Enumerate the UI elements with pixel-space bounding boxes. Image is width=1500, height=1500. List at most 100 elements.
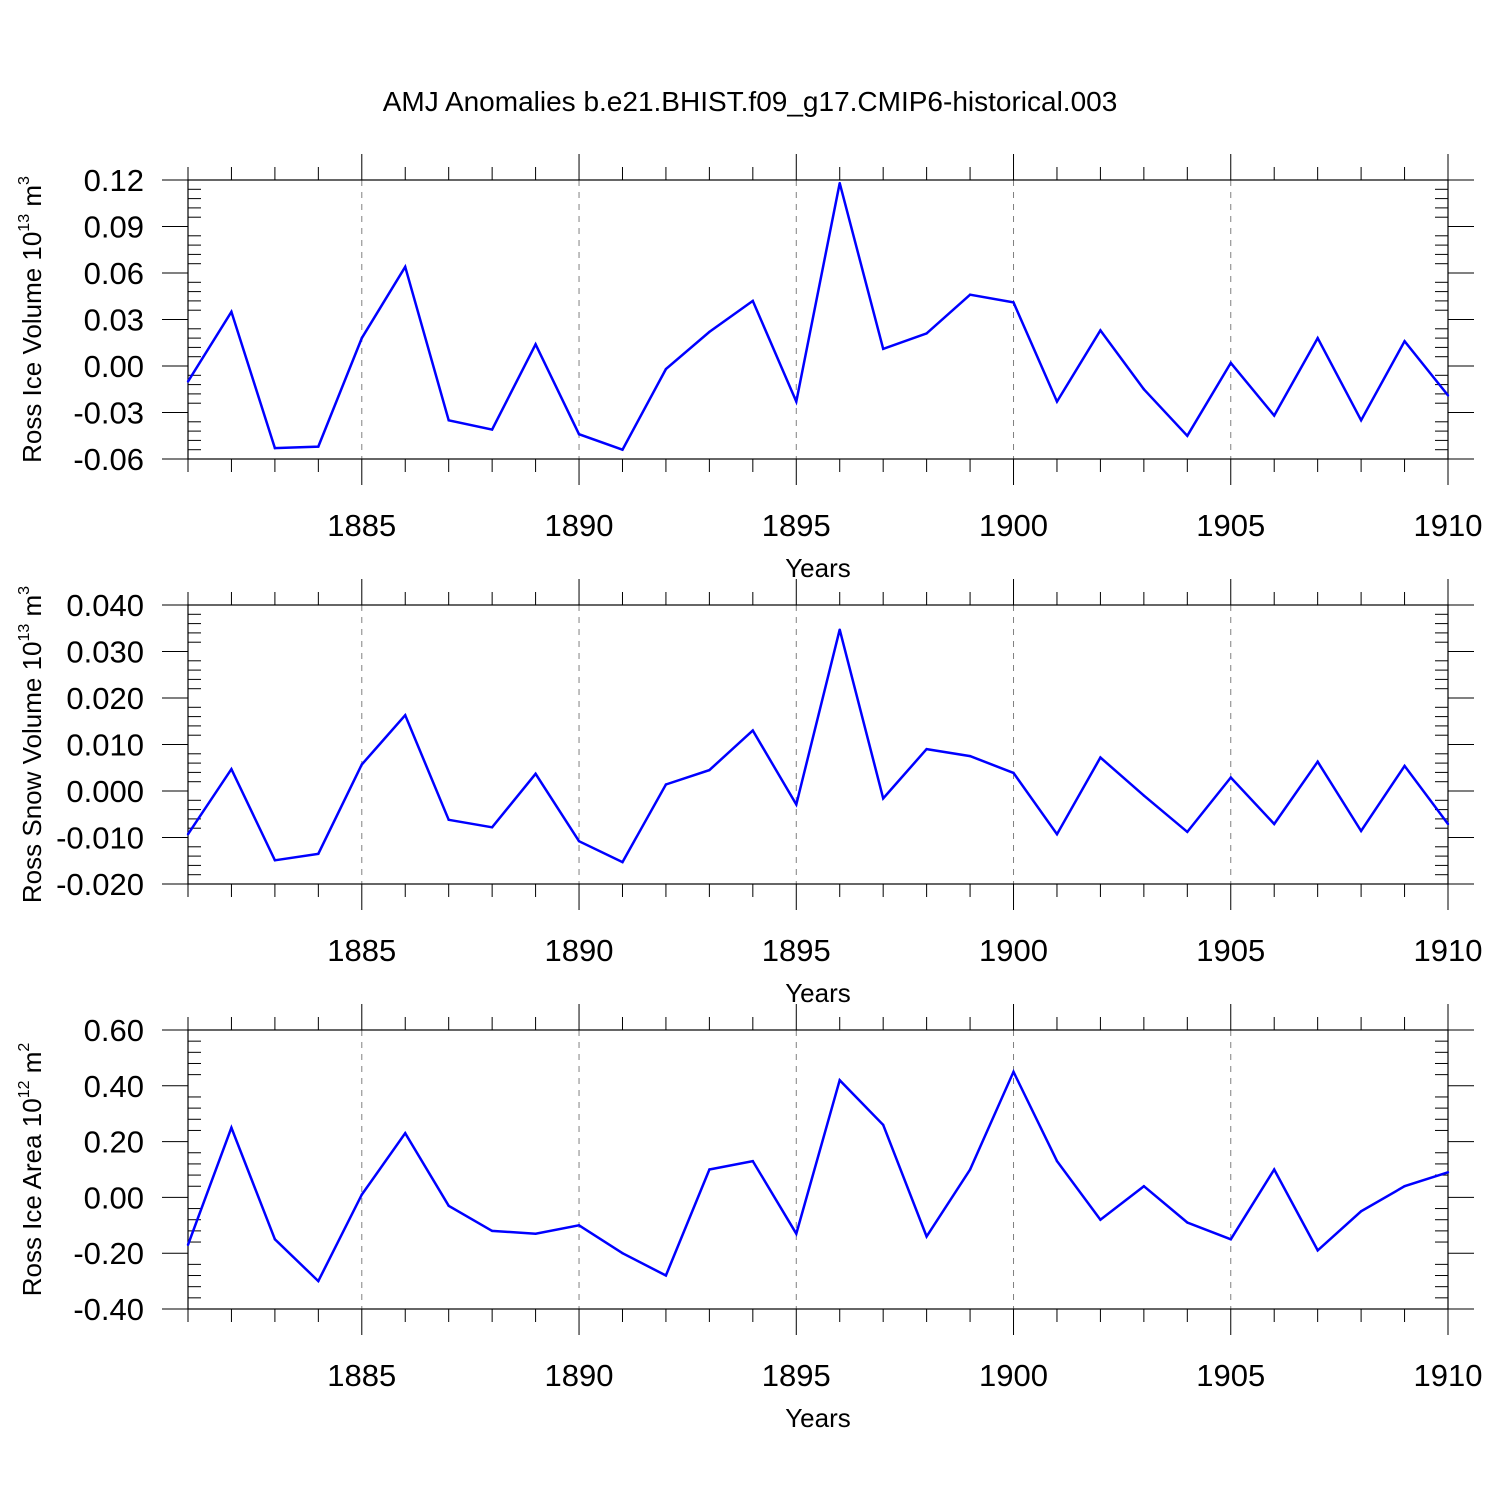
y-tick-label: -0.020: [56, 867, 144, 902]
data-point: [577, 433, 581, 436]
data-point: [1273, 414, 1276, 417]
data-point: [795, 803, 798, 806]
data-point: [404, 265, 407, 268]
data-point: [968, 754, 972, 758]
data-point: [795, 400, 798, 403]
data-point: [1055, 833, 1059, 836]
data-point: [968, 1168, 972, 1171]
y-tick-label: 0.010: [66, 728, 144, 763]
plot-frame: [187, 179, 1449, 460]
data-point: [1403, 764, 1406, 768]
data-point: [838, 1079, 841, 1082]
data-point: [621, 448, 624, 451]
data-point: [1359, 1210, 1363, 1213]
data-point: [1186, 830, 1189, 834]
data-point: [881, 797, 885, 800]
x-tick-label: 1895: [762, 508, 831, 543]
y-tick-label: 0.040: [66, 588, 144, 623]
y-axis-label-superscript: 13: [16, 624, 33, 642]
y-axis-label: Ross Snow Volume 1013 m3: [16, 586, 47, 903]
x-tick-label: 1910: [1414, 1358, 1483, 1393]
data-point: [1099, 329, 1102, 332]
y-tick-label: 0.06: [84, 256, 144, 291]
data-point: [881, 347, 885, 351]
data-point: [1316, 336, 1319, 340]
y-tick-label: 0.00: [84, 1180, 144, 1215]
data-point: [1229, 776, 1232, 779]
panel-1: -0.06 -0.03 0.00 0.03 0.06 0.09 0.12 1885 1890 18…: [16, 154, 1482, 583]
data-point: [360, 336, 363, 340]
data-point: [795, 1232, 798, 1235]
y-tick-label: 0.03: [84, 303, 144, 338]
data-point: [1446, 822, 1450, 826]
y-tick-label: 0.00: [84, 349, 144, 384]
y-tick-label: 0.20: [84, 1125, 144, 1160]
data-point: [447, 419, 450, 422]
data-point: [1012, 771, 1015, 775]
data-point: [273, 1238, 277, 1241]
y-tick-label: -0.010: [56, 821, 144, 856]
data-point: [838, 628, 841, 631]
data-point: [1099, 756, 1102, 759]
x-tick-label: 1900: [979, 933, 1048, 968]
data-point: [577, 840, 581, 843]
y-axis-label-superscript: 12: [16, 1080, 33, 1098]
y-tick-label: -0.40: [73, 1292, 144, 1327]
y-tick-label: 0.020: [66, 681, 144, 716]
data-point: [1055, 1159, 1059, 1163]
data-point: [621, 1252, 624, 1255]
panel-3: -0.40 -0.20 0.00 0.20 0.40 0.60 1885 1890 1895 19…: [16, 1004, 1482, 1433]
data-point: [490, 1229, 494, 1233]
y-axis-label-superscript: 3: [16, 586, 33, 595]
data-point: [708, 768, 711, 772]
x-axis-label: Years: [785, 553, 851, 583]
data-point: [664, 367, 668, 371]
x-tick-label: 1885: [327, 933, 396, 968]
plot-frame: [187, 1029, 1449, 1310]
data-point: [881, 1123, 885, 1127]
data-point: [273, 859, 277, 862]
data-point: [1273, 1168, 1276, 1171]
data-point: [534, 1232, 537, 1235]
data-point: [1446, 394, 1450, 397]
y-tick-label: -0.20: [73, 1236, 144, 1271]
data-point: [273, 446, 277, 450]
data-point: [751, 729, 755, 732]
x-tick-label: 1885: [327, 1358, 396, 1393]
y-tick-label: 0.000: [66, 774, 144, 809]
data-point: [1186, 434, 1189, 437]
y-axis-label-part: m: [17, 595, 47, 624]
y-axis-label-superscript: 2: [16, 1043, 33, 1052]
data-point: [186, 1243, 190, 1247]
data-point: [404, 714, 407, 717]
x-tick-label: 1885: [327, 508, 396, 543]
y-axis-label: Ross Ice Volume 1013 m3: [16, 176, 47, 463]
data-point: [1273, 822, 1276, 826]
data-point: [1186, 1221, 1189, 1224]
data-point: [1142, 1185, 1146, 1188]
y-tick-label: 0.09: [84, 210, 144, 245]
data-point: [317, 1279, 320, 1283]
x-tick-label: 1910: [1414, 933, 1483, 968]
data-point: [838, 181, 841, 185]
data-point: [751, 299, 755, 303]
y-axis-label-part: m: [17, 185, 47, 214]
x-tick-label: 1905: [1196, 1358, 1265, 1393]
x-axis-label: Years: [785, 1403, 851, 1433]
x-tick-label: 1895: [762, 1358, 831, 1393]
y-tick-label: -0.03: [73, 396, 144, 431]
data-point: [360, 1193, 363, 1196]
x-tick-label: 1905: [1196, 933, 1265, 968]
y-axis-label-part: Ross Ice Volume 10: [17, 232, 47, 463]
y-axis-label-superscript: 13: [16, 214, 33, 232]
data-point: [1403, 340, 1406, 343]
series-line: [186, 182, 1449, 452]
data-point: [751, 1159, 755, 1163]
data-point: [1229, 361, 1232, 365]
data-point: [708, 330, 711, 334]
y-axis-label: Ross Ice Area 1012 m2: [16, 1043, 47, 1297]
data-point: [1012, 1070, 1015, 1074]
data-point: [1012, 301, 1015, 304]
data-point: [186, 833, 190, 836]
